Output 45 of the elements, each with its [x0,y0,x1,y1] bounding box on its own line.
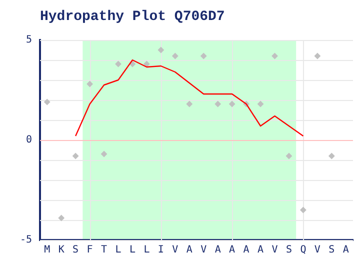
x-tick-label: A [258,244,264,256]
y-tick-label: -5 [20,234,32,246]
chart-title: Hydropathy Plot Q706D7 [40,9,225,25]
x-tick-label: K [58,244,64,256]
x-tick-label: V [172,244,178,256]
x-tick-label: L [144,244,150,256]
point [44,99,50,105]
point [300,207,306,213]
point [58,215,64,221]
x-tick-label: M [44,244,50,256]
point [258,101,264,107]
x-tick-label: T [101,244,108,256]
point [158,47,164,53]
x-tick-label: V [200,244,207,256]
x-tick-label: V [314,244,320,256]
x-tick-label: L [115,244,122,256]
point [172,53,178,59]
point [229,101,236,107]
x-tick-label: S [286,244,292,256]
x-tick-label: F [86,244,93,256]
y-tick-label: 0 [26,134,32,146]
x-tick-label: A [243,244,250,256]
x-tick-label: I [158,244,164,256]
x-tick-label: L [129,244,136,256]
point [214,101,221,107]
point [314,53,320,59]
point [144,61,150,67]
x-tick-label: A [229,244,236,256]
x-tick-label: S [72,244,79,256]
x-tick-label: S [328,244,335,256]
x-tick-label: V [272,244,278,256]
point [272,53,278,59]
point [72,153,79,159]
point [186,101,192,107]
y-tick-label: 5 [26,34,32,46]
point [115,61,122,67]
point [200,53,207,59]
x-tick-label: A [214,244,221,256]
x-tick-label: Q [300,244,306,256]
point [286,153,292,159]
point [86,81,93,87]
x-tick-label: A [342,244,349,256]
point [101,151,108,157]
point [328,153,335,159]
x-tick-label: A [186,244,192,256]
